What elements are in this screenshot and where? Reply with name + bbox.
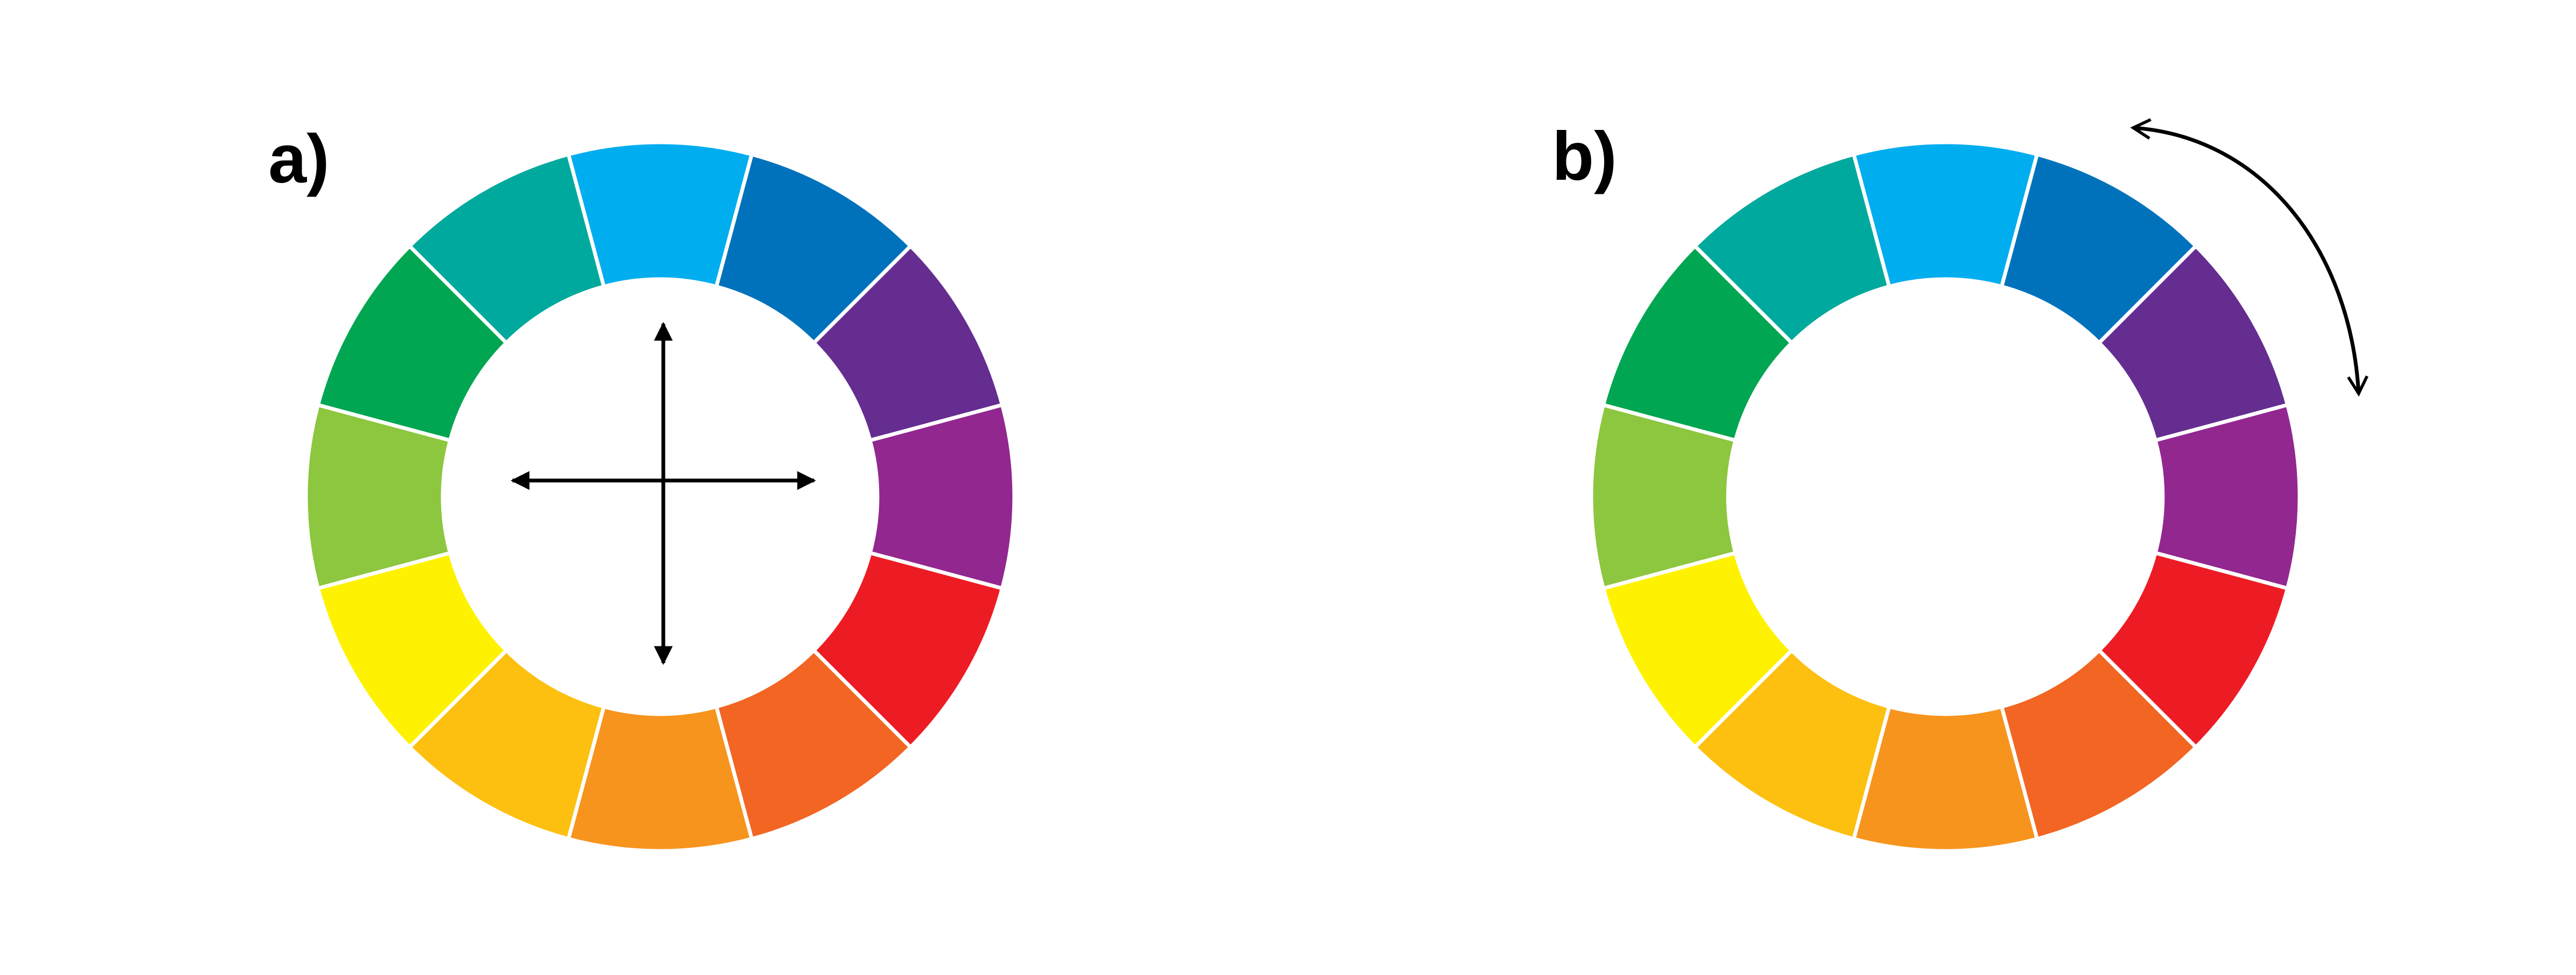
rotation-arrow-icon xyxy=(2130,118,2369,397)
color-wheel-b xyxy=(1589,140,2302,853)
panel-b-label: b) xyxy=(1552,118,1617,195)
wheel-segment-teal xyxy=(1692,152,1892,346)
color-wheel-a xyxy=(304,140,1016,853)
panel-a-label: a) xyxy=(268,121,330,198)
panel-a: a) xyxy=(268,121,1016,853)
four-way-arrows-icon xyxy=(510,322,816,665)
wheel-segment-teal xyxy=(407,152,606,346)
panel-b: b) xyxy=(1552,118,2369,853)
